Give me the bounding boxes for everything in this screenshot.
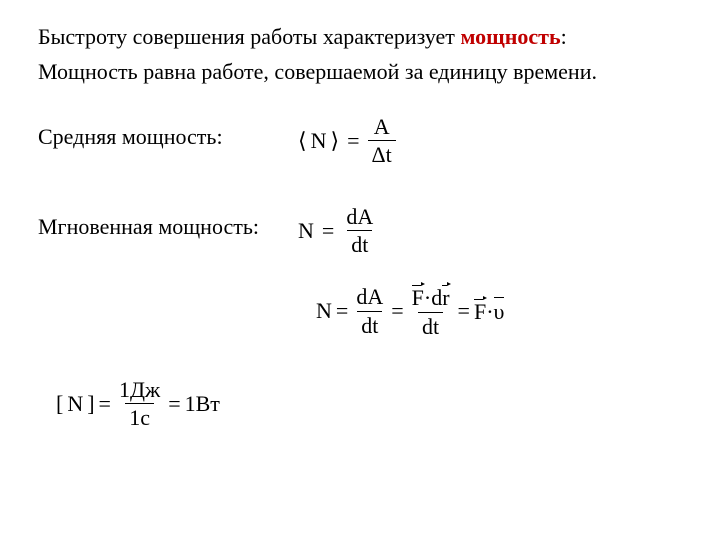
den-dt: Δt xyxy=(368,140,396,167)
label-avg: Средняя мощность: xyxy=(38,114,298,150)
sym-N: N xyxy=(298,218,314,244)
bracket-open: [ xyxy=(56,391,63,417)
num-Fdr: F·dr xyxy=(408,283,454,311)
sym-N: N xyxy=(316,298,332,324)
num-dA: dA xyxy=(352,284,387,310)
formula-col-inst: N = dA dt N = dA dt = F·dr xyxy=(298,204,682,339)
sym-N: N xyxy=(67,391,83,417)
vec-F: F xyxy=(474,297,486,325)
bracket-close: ] xyxy=(87,391,94,417)
sym-d: d xyxy=(431,285,442,310)
title-post: : xyxy=(561,24,567,49)
den-dt: dt xyxy=(347,230,372,257)
frac-unit: 1Дж 1с xyxy=(115,377,164,431)
eq: = xyxy=(458,298,470,324)
title-line: Быстроту совершения работы характеризует… xyxy=(38,24,682,50)
vec-r: r xyxy=(442,283,449,310)
title-accent: мощность xyxy=(460,24,560,49)
num-1J: 1Дж xyxy=(115,377,164,403)
dot: · xyxy=(486,299,493,324)
rhs-1W: 1Вт xyxy=(185,391,220,417)
eq: = xyxy=(322,218,334,244)
sym-N: N xyxy=(311,128,327,154)
num-dA: dA xyxy=(342,204,377,230)
subtitle: Мощность равна работе, совершаемой за ед… xyxy=(38,58,598,86)
formula-col-avg: ⟨N⟩ = A Δt xyxy=(298,114,682,168)
eq: = xyxy=(99,391,111,417)
num-A: A xyxy=(370,114,394,140)
term-Fv: F·υ xyxy=(474,297,504,325)
vec-v: υ xyxy=(494,297,505,325)
vec-F: F xyxy=(412,283,424,310)
angle-open: ⟨ xyxy=(298,128,307,154)
den-1s: 1с xyxy=(125,403,154,430)
page: Быстроту совершения работы характеризует… xyxy=(0,0,720,540)
eq: = xyxy=(347,128,359,154)
eq: = xyxy=(336,298,348,324)
frac-t1: dA dt xyxy=(352,284,387,338)
angle-close: ⟩ xyxy=(330,128,339,154)
formula-inst-power: N = dA dt xyxy=(298,204,682,258)
formula-unit: [N] = 1Дж 1с = 1Вт xyxy=(56,377,682,431)
frac-inst: dA dt xyxy=(342,204,377,258)
row-avg-power: Средняя мощность: ⟨N⟩ = A Δt xyxy=(38,114,682,168)
eq: = xyxy=(168,391,180,417)
formula-chain: N = dA dt = F·dr dt = F·υ xyxy=(316,283,682,339)
frac-t2: F·dr dt xyxy=(408,283,454,339)
frac-avg: A Δt xyxy=(368,114,396,168)
eq: = xyxy=(391,298,403,324)
row-inst-power: Мгновенная мощность: N = dA dt N = dA dt… xyxy=(38,204,682,339)
den-dt: dt xyxy=(418,312,443,339)
title-pre: Быстроту совершения работы характеризует xyxy=(38,24,460,49)
label-inst: Мгновенная мощность: xyxy=(38,204,298,240)
formula-avg-power: ⟨N⟩ = A Δt xyxy=(298,114,682,168)
den-dt: dt xyxy=(357,311,382,338)
